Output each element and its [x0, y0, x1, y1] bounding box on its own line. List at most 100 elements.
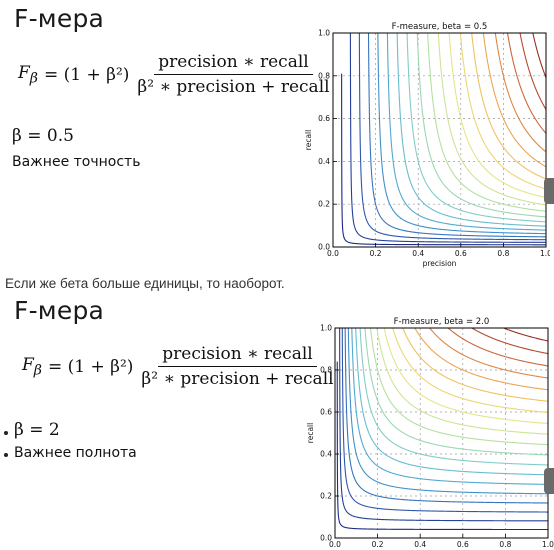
edge-tab-handle[interactable] — [544, 468, 554, 494]
contour-line — [448, 33, 546, 199]
y-tick-label: 0.0 — [320, 534, 332, 543]
contour-line — [406, 33, 546, 223]
contour-line — [470, 328, 548, 355]
y-tick-label: 0.8 — [320, 366, 332, 375]
x-tick-label: 0.4 — [414, 540, 426, 549]
contour-line — [519, 33, 546, 110]
x-tick-label: 0.6 — [457, 540, 469, 549]
contour-line — [377, 33, 546, 235]
contour-line — [402, 328, 548, 402]
x-tick-label: 0.0 — [327, 249, 339, 258]
beta-value: β = 0.5 — [12, 126, 74, 146]
formula-coefficient: = (1 + β²) — [47, 356, 134, 377]
contour-line — [532, 33, 546, 78]
x-tick-label: 0.4 — [412, 249, 424, 258]
contour-line — [396, 33, 546, 227]
f-measure-contour-plot: 0.0 0.2 0.4 0.6 0.8 1.0 0.0 0.2 0.4 0.6 0.8 1.0 F-me… — [304, 22, 552, 268]
x-tick-label: 0.2 — [372, 540, 384, 549]
y-tick-label: 0.0 — [318, 243, 330, 252]
y-tick-label: 0.6 — [318, 114, 330, 123]
formula-coefficient: = (1 + β²) — [43, 64, 130, 85]
contour-line — [428, 328, 548, 379]
contour-line — [494, 33, 546, 153]
f-measure-contour-plot: 0.0 0.2 0.4 0.6 0.8 1.0 0.0 0.2 0.4 0.6 0.8 1.0 F-me… — [306, 317, 554, 549]
caption-text: Если же бета больше единицы, то наоборот… — [5, 276, 285, 291]
slide-beta-half: F-мера Fβ = (1 + β²) precision ∗ recall … — [0, 0, 554, 268]
contour-line — [386, 33, 546, 231]
slide-beta-two: F-мера Fβ = (1 + β²) precision ∗ recall … — [0, 292, 554, 550]
contour-line — [506, 33, 546, 134]
beta-note: Важнее полнота — [14, 445, 137, 461]
slide-title: F-мера — [14, 296, 105, 325]
plot-container: 0.0 0.2 0.4 0.6 0.8 1.0 0.0 0.2 0.4 0.6 0.8 1.0 F-me… — [300, 14, 552, 268]
contour-line — [364, 328, 548, 456]
y-tick-label: 0.4 — [320, 450, 332, 459]
formula-fraction: precision ∗ recall β² ∗ precision + reca… — [133, 52, 333, 97]
contour-line — [355, 328, 548, 476]
plot-frame — [334, 327, 549, 539]
formula-fraction: precision ∗ recall β² ∗ precision + reca… — [137, 344, 337, 389]
contour-line — [459, 33, 546, 190]
contour-line — [347, 328, 548, 495]
contour-line — [349, 33, 546, 243]
contour-line — [392, 328, 548, 414]
y-tick-label: 1.0 — [318, 29, 330, 38]
formula-denominator: β² ∗ precision + recall — [137, 77, 330, 97]
contour-line — [359, 328, 548, 466]
contour-line — [351, 328, 548, 485]
f-measure-formula: Fβ = (1 + β²) precision ∗ recall β² ∗ pr… — [18, 52, 334, 97]
x-tick-label: 0.0 — [329, 540, 341, 549]
contour-line — [341, 328, 548, 513]
x-tick-label: 1.0 — [542, 540, 554, 549]
beta-note: Важнее точность — [12, 154, 141, 170]
contour-line — [369, 328, 548, 446]
y-tick-label: 0.6 — [320, 408, 332, 417]
x-tick-label: 0.6 — [455, 249, 467, 258]
contour-line — [414, 328, 548, 391]
formula-numerator: precision ∗ recall — [158, 344, 317, 367]
y-axis-label: recall — [304, 130, 313, 150]
x-tick-label: 1.0 — [540, 249, 550, 258]
contour-lines — [341, 33, 546, 246]
y-tick-label: 1.0 — [320, 324, 332, 333]
plot-frame — [332, 32, 547, 248]
contour-line — [427, 33, 546, 212]
contour-line — [447, 328, 548, 367]
contour-lines — [336, 328, 548, 531]
edge-tab-handle[interactable] — [544, 178, 554, 204]
contour-line — [358, 33, 546, 241]
beta-value: β = 2 — [14, 420, 60, 440]
contour-line — [341, 73, 546, 246]
x-tick-label: 0.2 — [370, 249, 382, 258]
contour-line — [471, 33, 546, 180]
contour-line — [376, 328, 548, 435]
chart-title: F-measure, beta = 2.0 — [394, 317, 490, 327]
y-axis-label: recall — [306, 423, 315, 443]
contour-line — [482, 33, 546, 168]
contour-line — [344, 328, 548, 504]
y-tick-label: 0.2 — [320, 492, 332, 501]
formula-lhs: Fβ — [22, 354, 42, 379]
bullet-dot — [4, 453, 8, 457]
slide-title: F-мера — [14, 4, 105, 33]
y-tick-label: 0.4 — [318, 157, 330, 166]
contour-line — [502, 328, 548, 342]
contour-line — [336, 361, 548, 531]
formula-lhs: Fβ — [18, 62, 38, 87]
chart-title: F-measure, beta = 0.5 — [392, 22, 488, 32]
contour-line — [437, 33, 546, 206]
contour-line — [416, 33, 546, 218]
contour-line — [339, 328, 548, 522]
y-tick-label: 0.2 — [318, 200, 330, 209]
formula-numerator: precision ∗ recall — [154, 52, 313, 75]
x-axis-label: precision — [423, 259, 457, 268]
f-measure-formula: Fβ = (1 + β²) precision ∗ recall β² ∗ pr… — [22, 344, 338, 389]
bullet-dot — [4, 431, 8, 435]
formula-denominator: β² ∗ precision + recall — [141, 369, 334, 389]
plot-container: 0.0 0.2 0.4 0.6 0.8 1.0 0.0 0.2 0.4 0.6 0.8 1.0 F-me… — [304, 306, 554, 550]
contour-line — [383, 328, 548, 424]
y-tick-label: 0.8 — [318, 71, 330, 80]
x-tick-label: 0.8 — [499, 540, 511, 549]
x-tick-label: 0.8 — [497, 249, 509, 258]
